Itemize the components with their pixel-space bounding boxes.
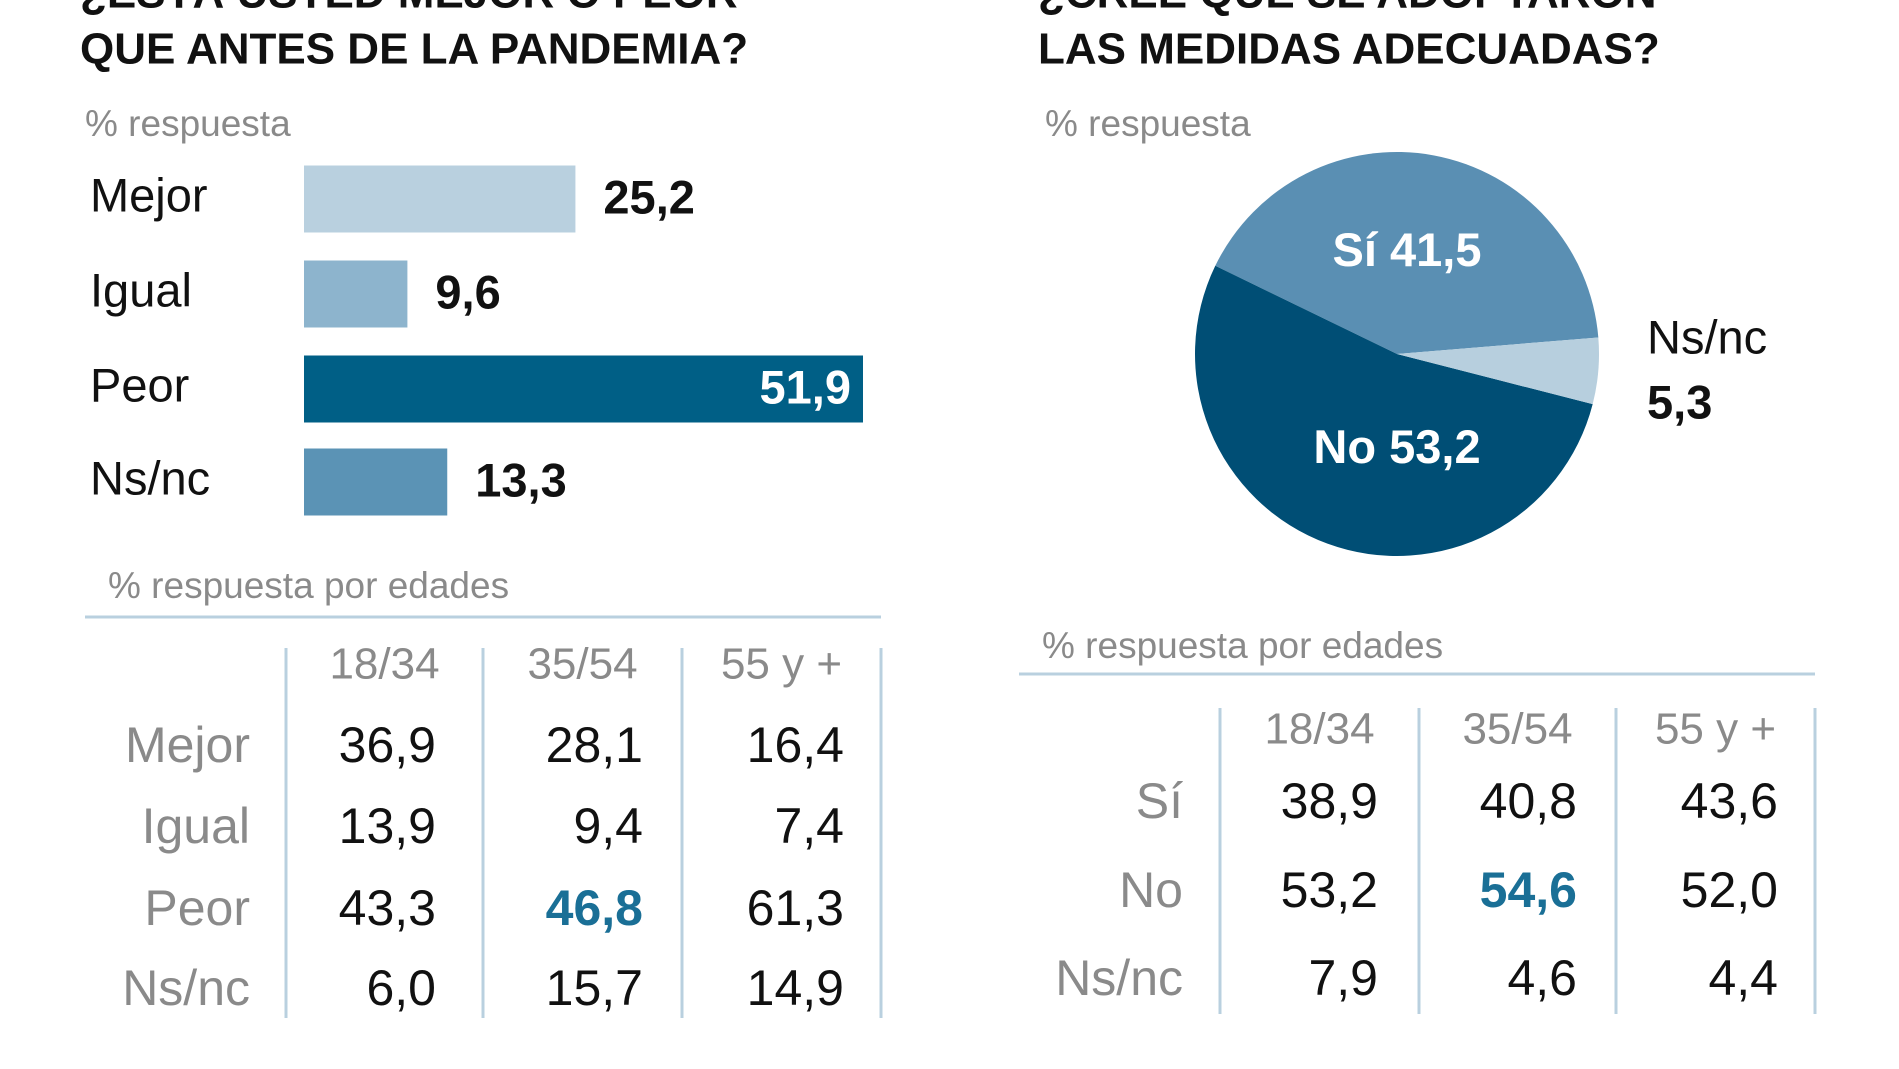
table-cell: 43,3 bbox=[339, 880, 436, 936]
column-header: 55 y + bbox=[1655, 705, 1776, 754]
table-cell: 14,9 bbox=[747, 960, 844, 1016]
column-header: 55 y + bbox=[721, 640, 842, 689]
column-header: 18/34 bbox=[1264, 705, 1374, 754]
value-label: 25,2 bbox=[603, 170, 694, 223]
value-label: 13,3 bbox=[475, 453, 566, 506]
row-label: No bbox=[1119, 862, 1183, 918]
table-cell: 7,4 bbox=[774, 798, 844, 854]
slice-value: 41,5 bbox=[1390, 223, 1481, 276]
table-cell: 38,9 bbox=[1281, 773, 1378, 829]
table-cell: 43,6 bbox=[1681, 773, 1778, 829]
category-label: Ns/nc bbox=[90, 451, 210, 504]
row-label: Ns/nc bbox=[122, 960, 250, 1016]
row-label: Ns/nc bbox=[1055, 950, 1183, 1006]
table-cell: 36,9 bbox=[339, 717, 436, 773]
bar bbox=[304, 260, 408, 328]
subtitle: % respuesta bbox=[1045, 103, 1251, 144]
table-cell: 4,6 bbox=[1507, 950, 1577, 1006]
slice-label: Sí 41,5 bbox=[1333, 223, 1482, 276]
chart-title: LAS MEDIDAS ADECUADAS? bbox=[1038, 25, 1660, 74]
subtitle: % respuesta bbox=[85, 103, 291, 144]
bar bbox=[304, 355, 863, 423]
table-cell: 4,4 bbox=[1708, 950, 1778, 1006]
table-cell: 13,9 bbox=[339, 798, 436, 854]
row-label: Sí bbox=[1136, 773, 1183, 829]
table-cell: 40,8 bbox=[1480, 773, 1577, 829]
slice-category: No bbox=[1313, 420, 1376, 473]
bar bbox=[304, 448, 448, 516]
category-label: Igual bbox=[90, 263, 192, 316]
table-cell: 54,6 bbox=[1480, 862, 1577, 918]
column-header: 18/34 bbox=[329, 640, 439, 689]
slice-label: No 53,2 bbox=[1313, 420, 1480, 473]
slice-category: Sí bbox=[1333, 223, 1379, 276]
value-label: 51,9 bbox=[760, 360, 851, 413]
table-cell: 52,0 bbox=[1681, 862, 1778, 918]
slice-category: Ns/nc bbox=[1647, 310, 1767, 363]
pie-slice bbox=[1195, 265, 1593, 557]
table-cell: 28,1 bbox=[546, 717, 643, 773]
category-label: Peor bbox=[90, 358, 189, 411]
table-cell: 15,7 bbox=[546, 960, 643, 1016]
column-header: 35/54 bbox=[527, 640, 637, 689]
table-title: % respuesta por edades bbox=[108, 565, 509, 606]
slice-value: 53,2 bbox=[1389, 420, 1480, 473]
category-label: Mejor bbox=[90, 168, 208, 221]
bar bbox=[304, 165, 576, 233]
table-cell: 46,8 bbox=[546, 880, 643, 936]
slice-value: 5,3 bbox=[1647, 375, 1712, 428]
row-label: Mejor bbox=[125, 717, 250, 773]
table-cell: 9,4 bbox=[573, 798, 643, 854]
chart-title: QUE ANTES DE LA PANDEMIA? bbox=[80, 25, 748, 74]
table-cell: 53,2 bbox=[1281, 862, 1378, 918]
table-title: % respuesta por edades bbox=[1042, 625, 1443, 666]
row-label: Igual bbox=[142, 798, 250, 854]
column-header: 35/54 bbox=[1462, 705, 1572, 754]
pie-slice bbox=[1215, 151, 1599, 354]
pie-slice bbox=[1397, 337, 1599, 405]
table-cell: 7,9 bbox=[1308, 950, 1378, 1006]
chart-title: ¿ESTÁ USTED MEJOR O PEOR bbox=[80, 0, 738, 18]
value-label: 9,6 bbox=[435, 265, 500, 318]
row-label: Peor bbox=[144, 880, 250, 936]
table-cell: 61,3 bbox=[747, 880, 844, 936]
chart-title: ¿CREE QUE SE ADOPTARON bbox=[1038, 0, 1657, 18]
table-cell: 16,4 bbox=[747, 717, 844, 773]
table-cell: 6,0 bbox=[366, 960, 436, 1016]
